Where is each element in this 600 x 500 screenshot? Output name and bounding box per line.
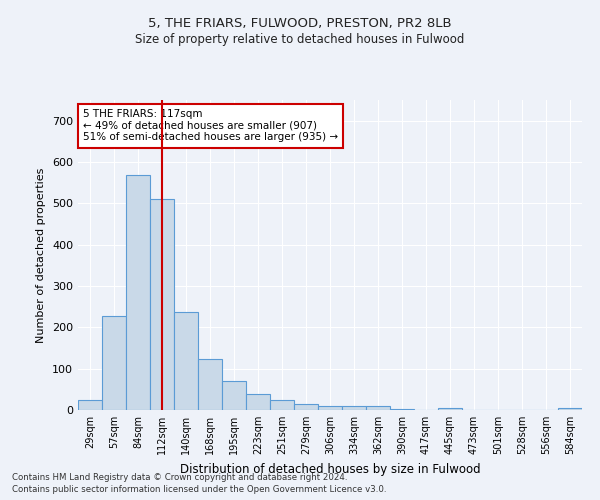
Text: Contains HM Land Registry data © Crown copyright and database right 2024.: Contains HM Land Registry data © Crown c… xyxy=(12,474,347,482)
Bar xyxy=(390,409,414,410)
Bar xyxy=(318,406,342,410)
Bar xyxy=(102,316,126,410)
Bar xyxy=(198,358,222,410)
Bar xyxy=(366,406,390,410)
Bar xyxy=(558,408,582,410)
Bar xyxy=(294,404,318,410)
Text: Contains public sector information licensed under the Open Government Licence v3: Contains public sector information licen… xyxy=(12,485,386,494)
Text: 5, THE FRIARS, FULWOOD, PRESTON, PR2 8LB: 5, THE FRIARS, FULWOOD, PRESTON, PR2 8LB xyxy=(148,18,452,30)
Bar xyxy=(246,394,270,410)
Bar xyxy=(174,312,198,410)
Y-axis label: Number of detached properties: Number of detached properties xyxy=(37,168,46,342)
Bar xyxy=(438,408,462,410)
Text: Size of property relative to detached houses in Fulwood: Size of property relative to detached ho… xyxy=(136,32,464,46)
Bar xyxy=(222,381,246,410)
Text: 5 THE FRIARS: 117sqm
← 49% of detached houses are smaller (907)
51% of semi-deta: 5 THE FRIARS: 117sqm ← 49% of detached h… xyxy=(83,110,338,142)
Bar xyxy=(78,400,102,410)
Bar xyxy=(126,175,150,410)
Bar xyxy=(342,406,366,410)
Bar xyxy=(150,199,174,410)
X-axis label: Distribution of detached houses by size in Fulwood: Distribution of detached houses by size … xyxy=(179,462,481,475)
Bar xyxy=(270,400,294,410)
